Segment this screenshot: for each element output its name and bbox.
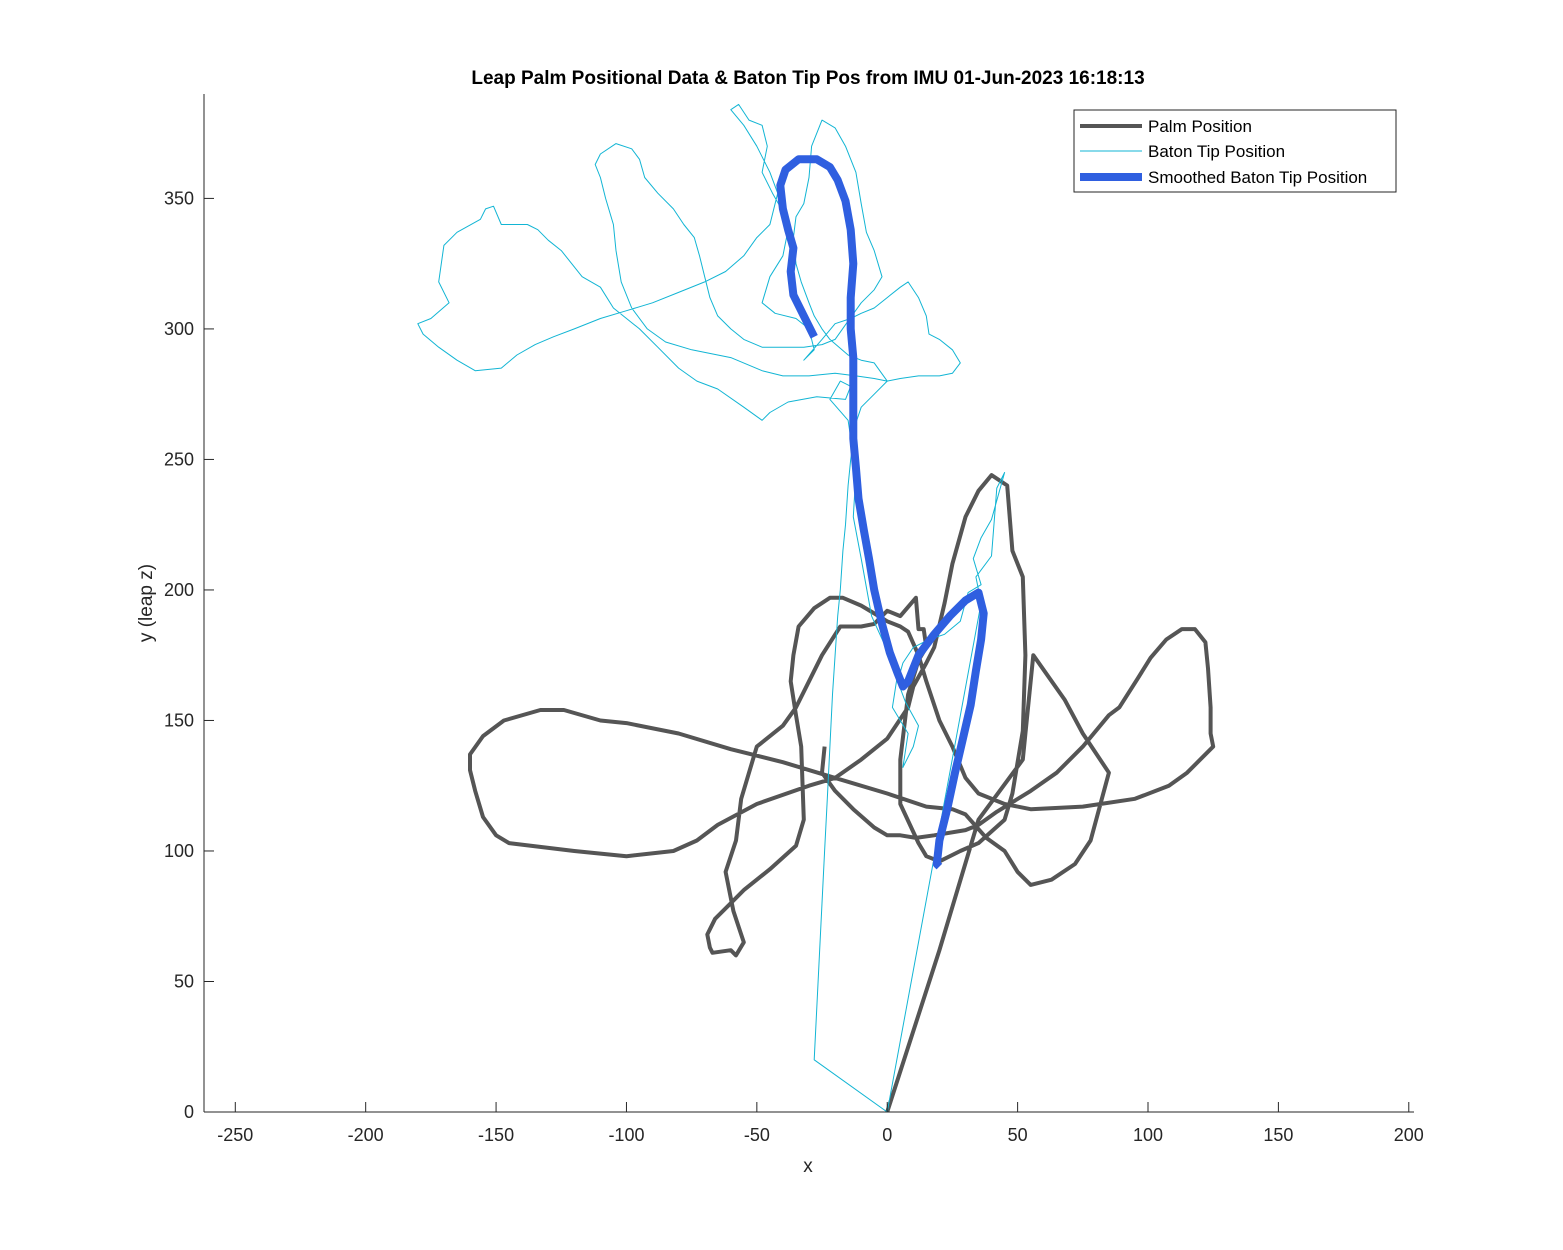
series-line-1 — [417, 103, 1006, 1112]
series-group — [417, 103, 1216, 1112]
y-tick-label: 50 — [174, 971, 194, 991]
y-tick-label: 200 — [164, 580, 194, 600]
x-tick-label: 50 — [1008, 1125, 1028, 1145]
y-ticks: 0 50 100 150 200 250 300 350 — [164, 188, 214, 1122]
y-tick-label: 150 — [164, 710, 194, 730]
y-tick-label: 0 — [184, 1102, 194, 1122]
y-tick-label: 100 — [164, 841, 194, 861]
x-tick-label: -250 — [217, 1125, 253, 1145]
y-tick-label: 250 — [164, 449, 194, 469]
legend[interactable]: Palm Position Baton Tip Position Smoothe… — [1073, 109, 1397, 193]
x-tick-label: 100 — [1133, 1125, 1163, 1145]
x-tick-label: 150 — [1263, 1125, 1293, 1145]
legend-label-smoothed-baton-tip: Smoothed Baton Tip Position — [1148, 168, 1367, 187]
x-tick-label: 0 — [882, 1125, 892, 1145]
x-axis-label: x — [803, 1156, 813, 1177]
plot-area: -250 -200 -150 -100 -50 0 50 100 150 200 0 50 100 15… — [164, 94, 1424, 1145]
x-ticks: -250 -200 -150 -100 -50 0 50 100 150 200 — [217, 1102, 1424, 1145]
series-line-0 — [468, 473, 1216, 1112]
y-tick-label: 300 — [164, 319, 194, 339]
x-tick-label: -50 — [744, 1125, 770, 1145]
x-tick-label: -200 — [348, 1125, 384, 1145]
chart-title: Leap Palm Positional Data & Baton Tip Po… — [471, 68, 1144, 89]
y-axis-label: y (leap z) — [136, 564, 157, 642]
legend-label-baton-tip: Baton Tip Position — [1148, 142, 1285, 161]
series-line-2 — [776, 155, 988, 870]
legend-label-palm: Palm Position — [1148, 117, 1252, 136]
x-tick-label: -100 — [608, 1125, 644, 1145]
x-tick-label: -150 — [478, 1125, 514, 1145]
y-tick-label: 350 — [164, 188, 194, 208]
x-tick-label: 200 — [1394, 1125, 1424, 1145]
